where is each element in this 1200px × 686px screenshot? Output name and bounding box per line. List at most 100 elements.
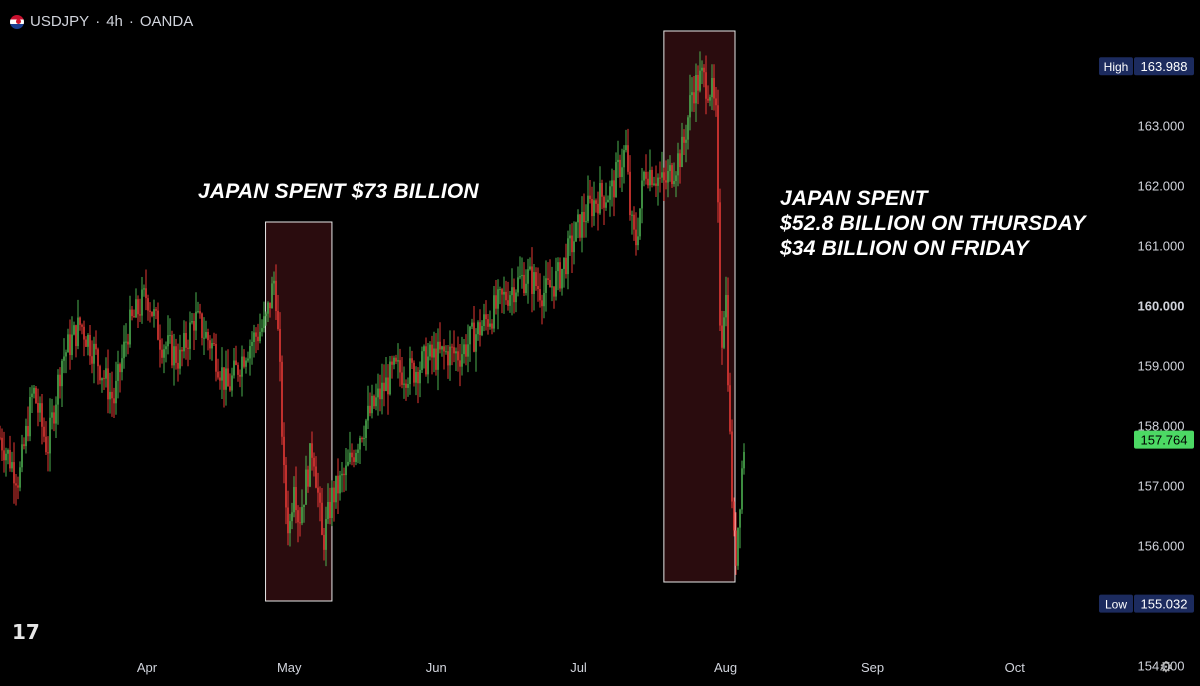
candle-body [119,364,121,373]
header-separator: · [95,13,101,30]
candle-body [337,475,339,494]
candle-body [93,343,95,364]
candle-body [255,332,257,337]
candle-body [571,235,573,253]
candle-body [735,530,737,566]
candle-body [171,335,173,366]
candle-body [151,311,153,316]
candle-body [25,426,27,447]
candle-body [485,314,487,320]
candle-body [659,177,661,179]
candle-body [307,469,309,487]
candle-body [557,262,559,272]
candle-body [417,371,419,384]
candle-body [311,443,313,458]
candle-body [221,367,223,381]
candle-body [267,302,269,314]
candle-body [515,292,517,303]
candle-body [85,339,87,347]
candle-body [663,172,665,181]
candle-body [141,289,143,316]
candle-body [273,280,275,284]
candle-body [261,328,263,332]
tradingview-logo-icon[interactable]: 17 [12,620,40,644]
high-badge-value-box [1134,57,1194,76]
candle-body [397,360,399,362]
candle-body [205,332,207,338]
candle-body [477,322,479,335]
candle-body [343,473,345,476]
candle-body [601,183,603,197]
low-badge-label: Low [1105,598,1127,612]
x-tick-label: May [277,660,302,675]
candle-body [709,97,711,101]
candle-body [693,92,695,104]
candle-body [689,95,691,118]
candle-body [427,356,429,375]
y-tick-label: 154.000 [1138,659,1185,674]
high-badge-label-box [1099,57,1133,76]
last-price-badge-value-box [1134,430,1194,449]
x-tick-label: Sep [861,660,884,675]
candle-body [425,346,427,375]
annotation-august: JAPAN SPENT $52.8 BILLION ON THURSDAY $3… [780,186,1086,261]
candle-body [537,286,539,290]
candle-body [109,391,111,400]
candle-body [271,283,273,309]
candle-body [277,311,279,329]
candle-body [329,501,331,519]
time-axis: Apr May Jun Jul Aug Sep Oct [137,660,1025,675]
candle-body [645,171,647,179]
candle-body [131,309,133,317]
candle-body [377,388,379,398]
candle-body [265,313,267,317]
candle-body [225,368,227,390]
annotation-line: $34 BILLION ON FRIDAY [780,237,1029,260]
candle-body [595,200,597,204]
gear-icon[interactable]: ⚙ [1159,659,1173,676]
candle-body [297,510,299,523]
candle-body [513,287,515,303]
y-tick-label: 159.000 [1138,359,1185,374]
candle-body [129,309,131,345]
candle-body [283,436,285,466]
candle-body [9,450,11,469]
candle-body [135,299,137,318]
candle-body [701,67,703,71]
candle-body [229,386,231,391]
candle-body [117,364,119,381]
candle-body [11,462,13,469]
candle-body [523,274,525,294]
candle-body [47,452,49,454]
candle-body [219,377,221,381]
candle-body [687,117,689,140]
candle-body [413,362,415,383]
candle-body [65,352,67,357]
candle-body [75,325,77,347]
candle-body [35,387,37,403]
candle-body [389,361,391,395]
candle-body [457,351,459,361]
candle-body [451,346,453,348]
candle-body [551,286,553,288]
candle-body [381,382,383,400]
candle-body [589,195,591,199]
candle-body [189,322,191,349]
candle-body [739,509,741,528]
candle-body [711,77,713,98]
symbol-header[interactable]: USDJPY · 4h · OANDA [10,13,193,30]
candle-body [177,362,179,369]
candle-body [527,269,529,284]
highlight-box [663,30,736,583]
candle-body [53,412,55,424]
candle-body [741,468,743,510]
candle-body [319,492,321,503]
candle-body [705,72,707,99]
timeframe: 4h [106,13,123,30]
candle-body [287,507,289,534]
x-tick-label: Jun [426,660,447,675]
candle-body [107,368,109,400]
candle-body [253,332,255,342]
candle-body [217,371,219,378]
